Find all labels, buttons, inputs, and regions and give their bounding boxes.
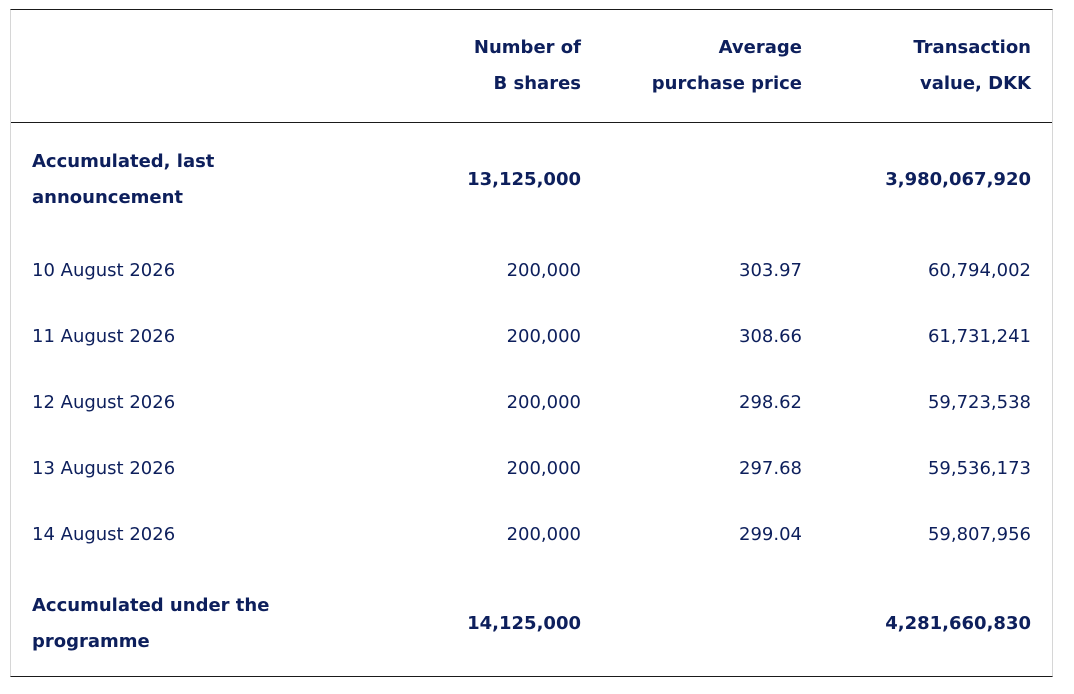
table-row: 10 August 2026 200,000 303.97 60,794,002	[11, 238, 1052, 304]
header-number-of-b-shares: Number of B shares	[381, 10, 602, 123]
row-accumulated-under-programme: Accumulated under the programme 14,125,00…	[11, 568, 1052, 680]
row-shares: 200,000	[506, 391, 581, 413]
accumulated-last-label: Accumulated, last announcement	[32, 151, 215, 208]
row-shares: 200,000	[506, 259, 581, 281]
table-header-row: Number of B shares Average purchase price …	[11, 10, 1052, 123]
accumulated-last-shares: 13,125,000	[467, 169, 581, 190]
accumulated-programme-value: 4,281,660,830	[885, 612, 1031, 634]
row-shares: 200,000	[506, 325, 581, 347]
row-shares: 200,000	[506, 457, 581, 479]
row-date: 14 August 2026	[32, 523, 176, 545]
accumulated-programme-label: Accumulated under the programme	[32, 594, 270, 652]
row-accumulated-last-announcement: Accumulated, last announcement 13,125,000…	[11, 122, 1052, 238]
row-value: 60,794,002	[927, 259, 1031, 281]
accumulated-last-value: 3,980,067,920	[885, 169, 1031, 190]
accumulated-last-price	[602, 122, 823, 238]
row-price: 298.62	[739, 391, 802, 413]
row-price: 308.66	[739, 325, 802, 347]
header-empty-cell	[11, 10, 381, 123]
row-value: 61,731,241	[927, 325, 1031, 347]
row-price: 297.68	[739, 457, 802, 479]
accumulated-programme-shares: 14,125,000	[467, 612, 581, 634]
row-date: 12 August 2026	[32, 391, 176, 413]
share-buyback-table-frame: Number of B shares Average purchase price …	[10, 9, 1053, 677]
row-date: 10 August 2026	[32, 259, 176, 281]
row-price: 303.97	[739, 259, 802, 281]
row-value: 59,807,956	[927, 523, 1031, 545]
header-average-purchase-price: Average purchase price	[602, 10, 823, 123]
header-transaction-value: Transaction value, DKK	[823, 10, 1052, 123]
table-row: 14 August 2026 200,000 299.04 59,807,956	[11, 502, 1052, 568]
share-buyback-table: Number of B shares Average purchase price …	[11, 10, 1052, 680]
row-shares: 200,000	[506, 523, 581, 545]
row-value: 59,536,173	[927, 457, 1031, 479]
table-row: 13 August 2026 200,000 297.68 59,536,173	[11, 436, 1052, 502]
table-row: 11 August 2026 200,000 308.66 61,731,241	[11, 304, 1052, 370]
accumulated-programme-price	[602, 568, 823, 680]
table-row: 12 August 2026 200,000 298.62 59,723,538	[11, 370, 1052, 436]
row-value: 59,723,538	[927, 391, 1031, 413]
row-date: 11 August 2026	[32, 325, 176, 347]
row-price: 299.04	[739, 523, 802, 545]
row-date: 13 August 2026	[32, 457, 176, 479]
